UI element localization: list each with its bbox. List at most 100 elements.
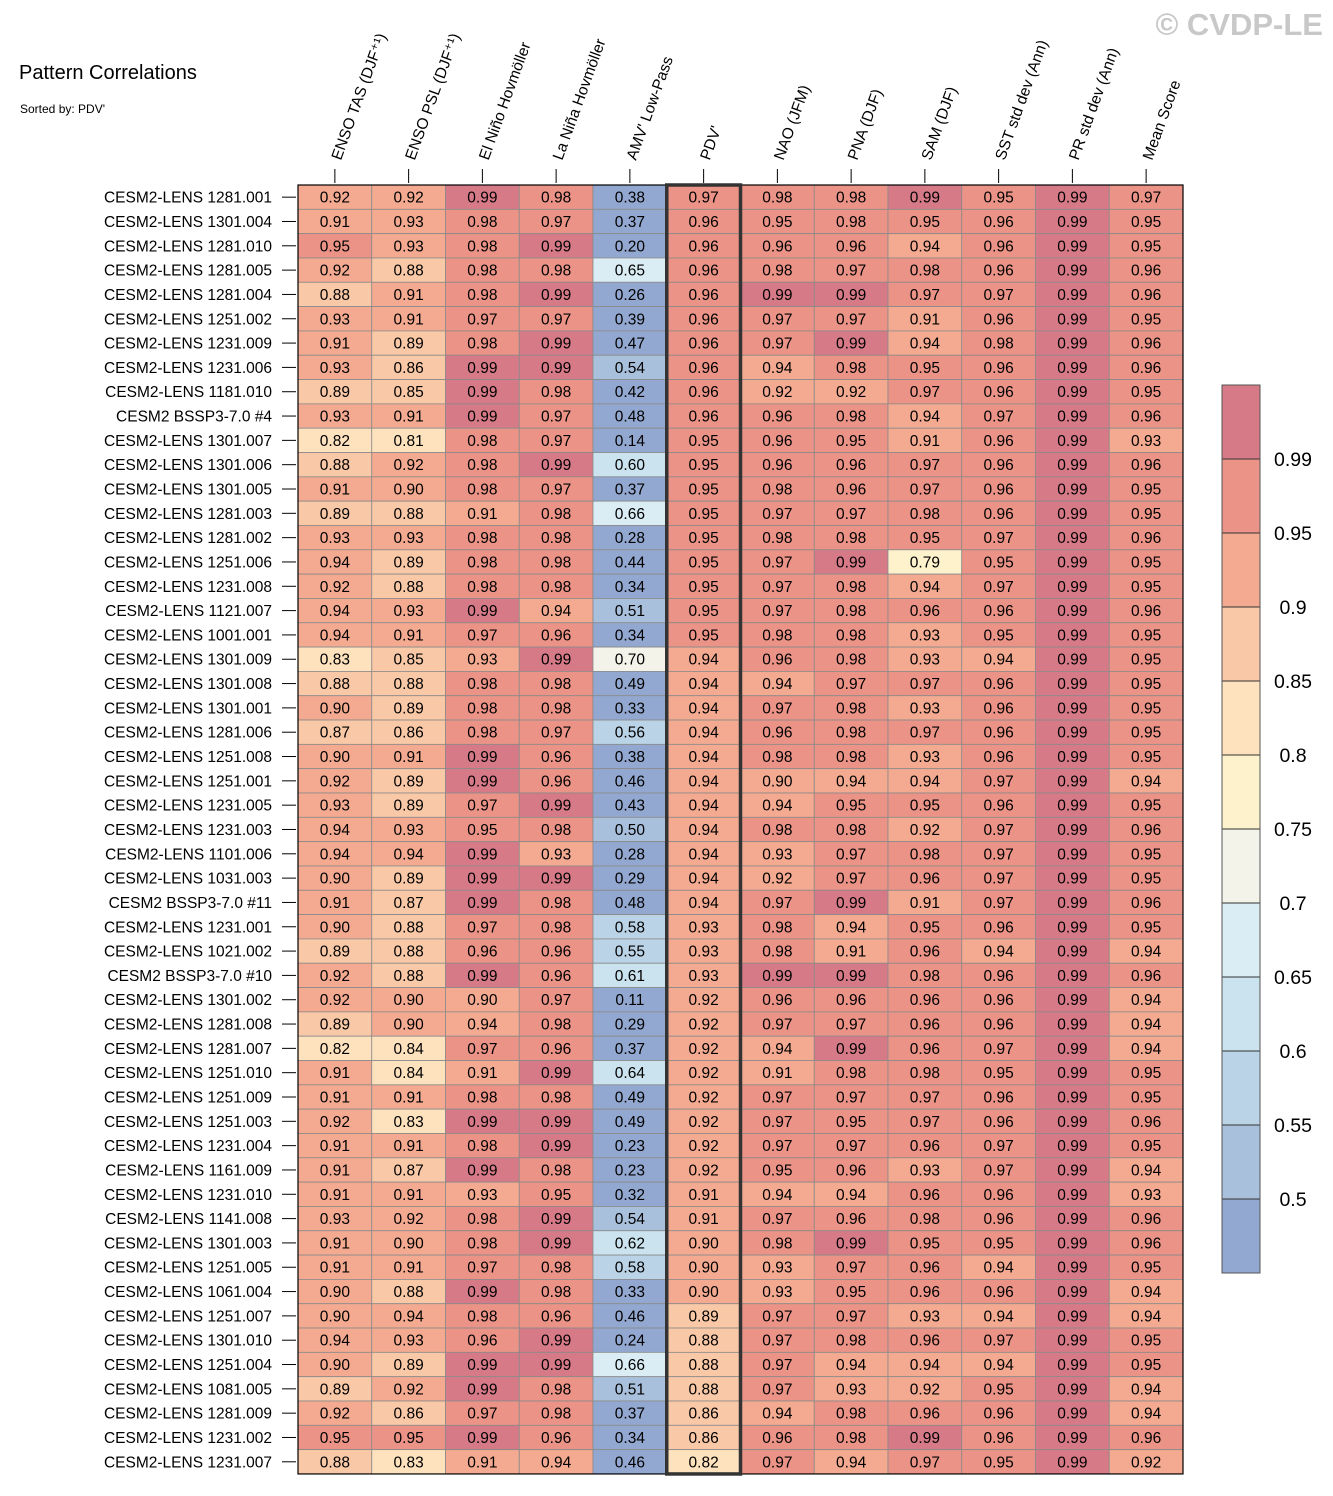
heatmap-cell <box>666 573 741 599</box>
heatmap-cell <box>961 452 1036 478</box>
cell-value: 0.97 <box>910 1454 940 1471</box>
colorbar-segment <box>1222 459 1260 533</box>
cell-value: 0.96 <box>984 311 1014 328</box>
heatmap-cell <box>1108 525 1184 551</box>
heatmap-cell <box>813 1157 889 1183</box>
cell-value: 0.97 <box>541 433 571 450</box>
cell-value: 0.48 <box>615 895 645 912</box>
heatmap-cell <box>518 1254 594 1280</box>
heatmap-cell <box>592 816 668 843</box>
heatmap-cell <box>1035 1133 1110 1159</box>
cell-value: 0.98 <box>467 263 497 280</box>
cell-value: 0.98 <box>467 1308 497 1325</box>
cell-value: 0.96 <box>1131 409 1161 426</box>
cell-value: 0.97 <box>762 1017 792 1034</box>
cell-value: 0.96 <box>910 603 940 620</box>
heatmap-cell <box>297 1279 373 1305</box>
cell-value: 0.90 <box>689 1235 720 1252</box>
heatmap-cell <box>371 841 446 867</box>
heatmap-cell <box>740 233 815 259</box>
cell-value: 0.95 <box>1131 579 1161 596</box>
cell-value: 0.49 <box>615 676 645 693</box>
heatmap-cell <box>518 671 594 697</box>
heatmap-cell <box>666 1108 741 1134</box>
cell-value: 0.91 <box>394 1090 424 1107</box>
cell-value: 0.99 <box>1057 627 1087 644</box>
cell-value: 0.98 <box>762 190 792 207</box>
heatmap-cell <box>813 427 889 453</box>
cell-value: 0.92 <box>910 1381 940 1398</box>
heatmap-cell <box>592 403 668 429</box>
cell-value: 0.51 <box>615 1381 645 1398</box>
colorbar-border <box>1221 384 1261 1274</box>
cell-value: 0.96 <box>689 409 719 426</box>
heatmap-cell <box>887 1327 963 1353</box>
heatmap-cell <box>887 573 963 599</box>
cell-value: 0.98 <box>467 482 497 499</box>
cell-value: 0.91 <box>320 336 350 353</box>
cell-value: 0.94 <box>1131 1284 1162 1301</box>
cell-value: 0.95 <box>1131 214 1161 231</box>
cell-value: 0.91 <box>910 895 940 912</box>
heatmap-cell <box>592 1230 668 1256</box>
cell-value: 0.88 <box>320 676 350 693</box>
cell-value: 0.97 <box>467 919 497 936</box>
cell-value: 0.96 <box>1131 822 1161 839</box>
heatmap-cells: 0.92 0.92 0.99 0.98 0.38 0.97 0.98 0.98 0.99 0.95… <box>297 184 1184 1475</box>
cell-value: 0.94 <box>689 822 720 839</box>
heatmap-cell <box>740 962 815 988</box>
heatmap-cell <box>887 1400 963 1426</box>
cell-value: 0.64 <box>615 1065 646 1082</box>
heatmap-cell <box>445 354 520 380</box>
row-label: CESM2-LENS 1301.001 <box>104 700 272 717</box>
cell-value: 0.93 <box>762 1260 792 1277</box>
cell-value: 0.99 <box>1057 1065 1087 1082</box>
heatmap-cell <box>297 573 373 599</box>
cell-value: 0.95 <box>836 798 866 815</box>
cell-value: 0.91 <box>762 1065 792 1082</box>
cell-value: 0.99 <box>541 1333 571 1350</box>
cell-value: 0.98 <box>762 749 792 766</box>
cell-value: 0.94 <box>689 871 720 888</box>
cell-value: 0.96 <box>689 214 719 231</box>
cell-value: 0.96 <box>910 1406 940 1423</box>
cell-value: 0.97 <box>910 482 940 499</box>
cell-value: 0.99 <box>467 360 497 377</box>
cell-value: 0.99 <box>1057 749 1087 766</box>
heatmap-cell <box>740 500 815 526</box>
cell-value: 0.95 <box>320 238 350 255</box>
row-label: CESM2-LENS 1281.003 <box>104 506 272 523</box>
heatmap-cell <box>1108 865 1184 891</box>
cell-value: 0.99 <box>836 1235 866 1252</box>
cell-value: 0.90 <box>320 919 351 936</box>
cell-value: 0.98 <box>541 579 571 596</box>
cell-value: 0.33 <box>615 700 645 717</box>
cell-value: 0.44 <box>615 554 646 571</box>
cell-value: 0.95 <box>1131 676 1161 693</box>
heatmap-cell <box>961 281 1036 307</box>
heatmap-cell <box>297 1449 373 1475</box>
row-label: CESM2-LENS 1281.007 <box>104 1041 272 1058</box>
cell-value: 0.99 <box>836 1041 866 1058</box>
cell-value: 0.96 <box>689 336 719 353</box>
heatmap-cell <box>666 1206 741 1232</box>
cell-value: 0.96 <box>836 992 866 1009</box>
cell-value: 0.96 <box>541 1308 571 1325</box>
cell-value: 0.92 <box>689 992 719 1009</box>
cell-value: 0.99 <box>467 773 497 790</box>
cell-value: 0.34 <box>615 579 646 596</box>
cell-value: 0.99 <box>541 336 571 353</box>
heatmap-cell <box>1108 646 1184 672</box>
colorbar-tick-label: 0.55 <box>1274 1115 1312 1137</box>
heatmap-cell <box>445 671 520 697</box>
heatmap-cell <box>518 306 594 332</box>
cell-value: 0.99 <box>467 1430 497 1447</box>
heatmap-cell <box>1108 914 1184 940</box>
cell-value: 0.97 <box>836 676 866 693</box>
cell-value: 0.43 <box>615 798 645 815</box>
colorbar-segment <box>1222 1125 1260 1199</box>
cell-value: 0.98 <box>467 287 497 304</box>
row-label: CESM2-LENS 1251.005 <box>104 1260 272 1277</box>
cell-value: 0.94 <box>1131 773 1162 790</box>
cell-value: 0.97 <box>984 871 1014 888</box>
